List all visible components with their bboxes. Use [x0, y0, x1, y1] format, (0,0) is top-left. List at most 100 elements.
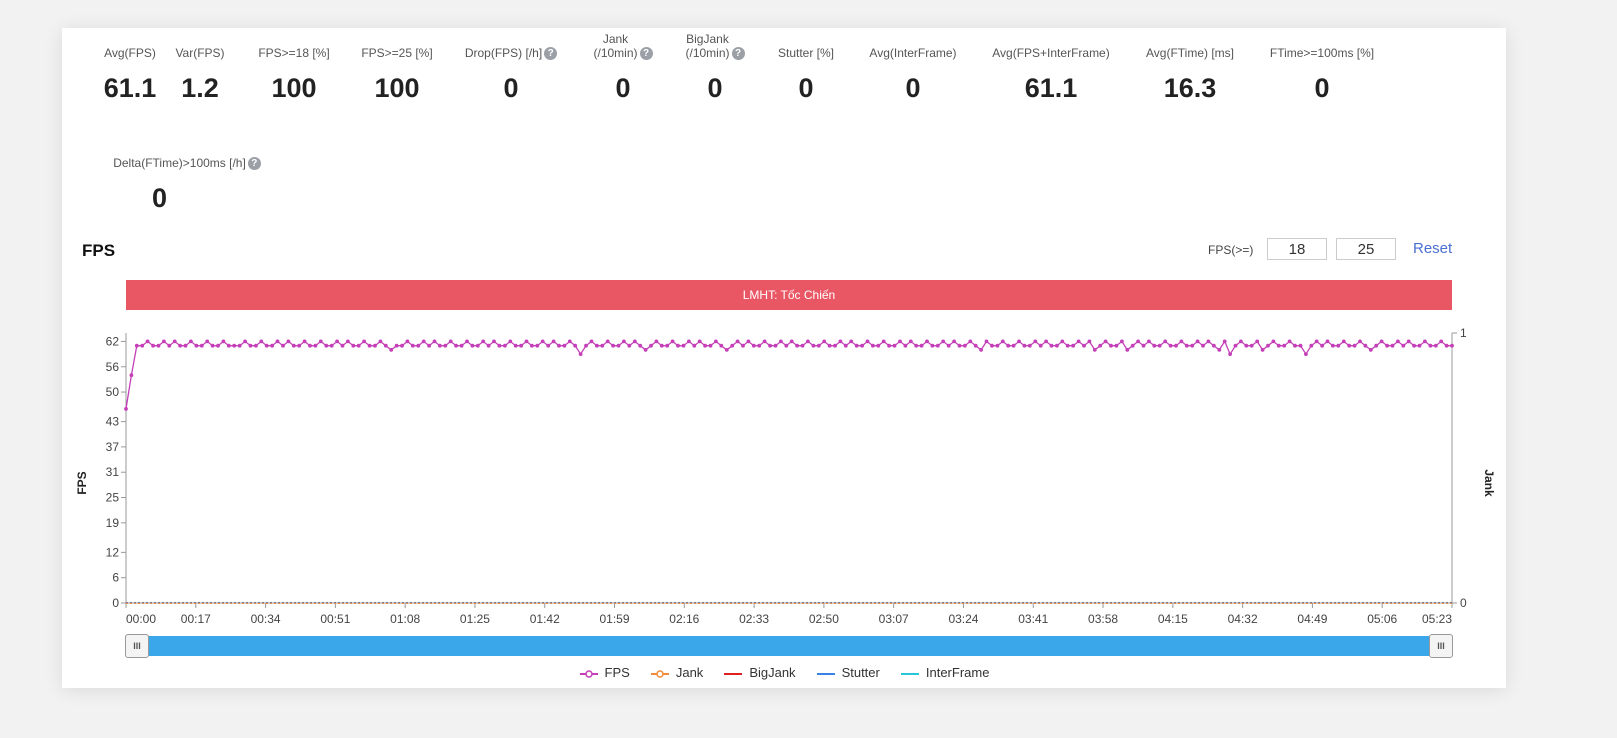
stat-label-text: Avg(InterFrame)	[869, 46, 957, 60]
fps-point	[600, 343, 605, 348]
fps-point	[1233, 343, 1238, 348]
fps-chart: 0 6 12 19 25 31 37 43 50 56 62 0 1 00:00 00:17 00:34 00:…	[75, 326, 1496, 626]
stat-label-text: Avg(FTime) [ms]	[1145, 46, 1234, 60]
stat-label: Avg(FPS+InterFrame)	[980, 30, 1122, 60]
help-icon[interactable]: ?	[639, 47, 653, 60]
fps-point	[524, 339, 529, 344]
fps-point	[1206, 339, 1211, 344]
fps-point	[1157, 343, 1162, 348]
fps-point	[1152, 343, 1157, 348]
fps-point	[1401, 343, 1406, 348]
fps-point	[1038, 343, 1043, 348]
legend-item-jank[interactable]: Jank	[650, 665, 703, 681]
fps-point	[1049, 343, 1054, 348]
fps-point	[697, 339, 702, 344]
y-tick-label: 50	[106, 385, 120, 399]
legend-item-fps[interactable]: FPS	[579, 665, 630, 681]
fps-point	[892, 343, 897, 348]
fps-point	[427, 343, 431, 348]
fps-point	[216, 343, 220, 348]
fps-point	[167, 343, 172, 348]
fps-point	[768, 343, 772, 348]
fps-point	[508, 339, 513, 344]
fps-point	[979, 348, 983, 352]
zoom-slider-track[interactable]: III III	[125, 634, 1453, 658]
stat-value: 0	[798, 73, 814, 103]
stat-label-text: FTime>=100ms [%]	[1269, 46, 1375, 60]
fps-point	[443, 343, 448, 348]
stat-label: Var(FPS)	[172, 30, 228, 60]
legend-item-stutter[interactable]: Stutter	[816, 665, 880, 681]
x-tick-label: 05:06	[1367, 612, 1397, 626]
legend-item-bigjank[interactable]: BigJank	[723, 665, 796, 681]
x-tick-label: 04:32	[1228, 612, 1258, 626]
fps-point	[632, 339, 637, 344]
x-tick-label: 02:50	[809, 612, 839, 626]
fps-point	[968, 339, 973, 344]
stat-label: FPS>=18 [%]	[247, 30, 341, 60]
fps-point	[1222, 339, 1227, 344]
fps-point	[210, 343, 215, 348]
fps-point	[351, 343, 356, 348]
legend-item-interframe[interactable]: InterFrame	[900, 665, 989, 681]
fps-point	[1033, 339, 1038, 344]
stat-11: FTime>=100ms [%] 0	[1260, 30, 1384, 104]
fps-point	[1276, 343, 1281, 348]
fps-threshold-high-input[interactable]	[1336, 238, 1396, 260]
fps-point	[578, 352, 583, 356]
fps-point	[557, 343, 561, 348]
fps-point	[643, 348, 648, 352]
fps-point	[530, 343, 534, 348]
fps-point	[860, 343, 864, 348]
fps-point	[1195, 339, 1200, 344]
fps-point	[1368, 348, 1373, 352]
fps-point	[1201, 343, 1205, 348]
fps-point	[1055, 343, 1059, 348]
fps-point	[881, 339, 886, 344]
fps-point	[562, 343, 567, 348]
fps-point	[779, 339, 783, 344]
fps-point	[871, 343, 875, 348]
legend-swatch-icon	[724, 672, 743, 675]
stat-label-text: BigJank (/10min)	[685, 32, 730, 60]
fps-point	[789, 339, 794, 344]
fps-point	[973, 343, 978, 348]
fps-threshold-low-input[interactable]	[1267, 238, 1327, 260]
y-tick-label: 6	[112, 571, 119, 585]
fps-point	[243, 339, 248, 344]
fps-point	[1298, 343, 1303, 348]
fps-point	[741, 343, 745, 348]
fps-point	[1450, 343, 1454, 348]
stat-label-text: Var(FPS)	[175, 46, 225, 60]
stat-0: Avg(FPS) 61.1	[97, 30, 163, 104]
fps-point	[751, 343, 756, 348]
fps-point	[378, 339, 383, 344]
fps-point	[124, 407, 128, 411]
zoom-slider-left-handle[interactable]: III	[125, 634, 149, 658]
fps-point	[140, 343, 145, 348]
fps-point	[1163, 339, 1168, 344]
stat-3: FPS>=25 [%] 100	[352, 30, 442, 104]
y-tick-label: 12	[106, 545, 120, 559]
stat-label-text: FPS>=18 [%]	[258, 46, 330, 60]
help-icon[interactable]: ?	[544, 47, 558, 60]
help-icon[interactable]: ?	[731, 47, 745, 60]
fps-point	[1260, 348, 1265, 352]
fps-point	[843, 343, 848, 348]
x-tick-label: 02:33	[739, 612, 769, 626]
help-icon[interactable]: ?	[247, 157, 261, 170]
zoom-slider-right-handle[interactable]: III	[1429, 634, 1453, 658]
fps-point	[730, 343, 735, 348]
x-tick-label: 05:23	[1422, 612, 1452, 626]
fps-point	[627, 343, 632, 348]
fps-point	[816, 343, 821, 348]
fps-point	[481, 339, 486, 344]
reset-button[interactable]: Reset	[1413, 240, 1453, 257]
legend-label: FPS	[604, 665, 630, 680]
fps-point	[465, 339, 469, 344]
stat-label: Avg(FPS)	[97, 30, 163, 60]
fps-point	[535, 343, 540, 348]
fps-point	[952, 339, 956, 344]
fps-point	[1141, 343, 1146, 348]
fps-point	[1271, 339, 1276, 344]
